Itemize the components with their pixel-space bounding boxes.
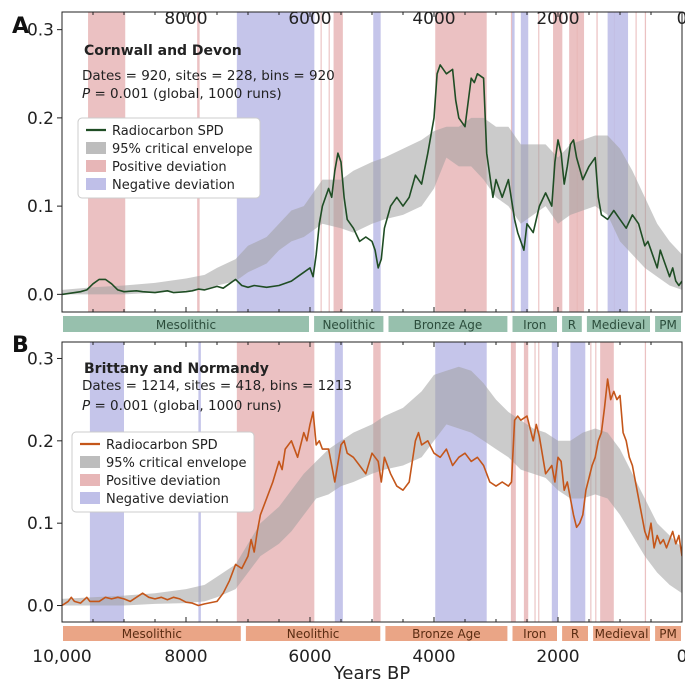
- period-label: Mesolithic: [122, 627, 182, 641]
- x-tick-label: 6000: [288, 647, 331, 667]
- y-tick-label: 0.0: [27, 597, 54, 617]
- period-bar: [562, 626, 588, 641]
- stats-line: Dates = 1214, sites = 418, bins = 1213: [82, 378, 352, 394]
- p-value-text: = 0.001 (global, 1000 runs): [90, 86, 281, 102]
- x-top-tick-label: 6000: [288, 9, 331, 29]
- period-bar: [314, 316, 384, 332]
- x-tick-label: 10,000: [32, 647, 91, 667]
- x-top-tick-label: 0: [677, 9, 685, 29]
- x-tick-label: 4000: [412, 647, 455, 667]
- period-label: PM: [659, 318, 677, 332]
- panel-letter: A: [12, 14, 29, 39]
- y-tick-label: 0.0: [27, 285, 54, 305]
- critical-envelope: [62, 117, 682, 295]
- panel-b: 0.0 0.1 0.2 0.3 Mesolithic Neolithic Bronze Ag…: [12, 333, 683, 641]
- legend-box: [71, 431, 255, 513]
- period-bar: [655, 316, 681, 332]
- period-bar: [63, 626, 241, 641]
- x-top-tick-label: 4000: [412, 9, 455, 29]
- positive-deviation-band: [511, 342, 516, 622]
- legend-label: Positive deviation: [112, 160, 227, 175]
- positive-deviation-band: [644, 12, 647, 312]
- period-bar: [655, 626, 681, 641]
- legend-swatch-envelope: [80, 456, 100, 468]
- period-bar: [512, 626, 557, 641]
- deviation-line: [328, 12, 330, 312]
- period-label: Iron: [523, 318, 546, 332]
- critical-envelope: [62, 366, 682, 606]
- period-label: Iron: [523, 627, 546, 641]
- period-label: Medieval: [595, 627, 649, 641]
- panel-title: Brittany and Normandy: [84, 361, 269, 377]
- period-label: Medieval: [592, 318, 646, 332]
- period-label: Neolithic: [322, 318, 375, 332]
- spd-line: [62, 64, 682, 296]
- legend-box: [77, 117, 261, 199]
- period-label: Bronze Age: [412, 627, 481, 641]
- period-label: Mesolithic: [156, 318, 216, 332]
- legend-label: 95% critical envelope: [112, 142, 252, 157]
- deviation-line: [538, 342, 540, 622]
- legend-label: 95% critical envelope: [106, 456, 246, 471]
- period-bar: [385, 626, 508, 641]
- p-value-text: = 0.001 (global, 1000 runs): [90, 398, 281, 414]
- positive-deviation-band: [333, 12, 343, 312]
- p-symbol: P: [82, 86, 91, 102]
- legend: Radiocarbon SPD 95% critical envelope Posi…: [71, 431, 255, 513]
- legend-label: Positive deviation: [106, 474, 221, 489]
- panel-title: Cornwall and Devon: [84, 43, 242, 59]
- p-value-line: P = 0.001 (global, 1000 runs): [82, 86, 282, 102]
- positive-deviation-band: [644, 342, 647, 622]
- x-tick-label: 0: [677, 647, 685, 667]
- stats-line: Dates = 920, sites = 228, bins = 920: [82, 68, 335, 84]
- deviation-line: [320, 12, 322, 312]
- panel-a: 0.0 0.1 0.2 0.3 Mesolithic Neolithic Bronze Ag…: [12, 11, 683, 332]
- legend-swatch-positive: [86, 160, 106, 172]
- period-bar: [512, 316, 557, 332]
- p-value-line: P = 0.001 (global, 1000 runs): [82, 398, 282, 414]
- x-top-tick-label: 2000: [536, 9, 579, 29]
- period-label: Bronze Age: [414, 318, 483, 332]
- x-tick-label: 2000: [536, 647, 579, 667]
- period-bar: [63, 316, 309, 332]
- y-tick-label: 0.2: [27, 432, 54, 452]
- period-bar: [388, 316, 508, 332]
- legend-swatch-negative: [86, 178, 106, 190]
- period-label: PM: [659, 627, 677, 641]
- legend-label: Radiocarbon SPD: [112, 124, 224, 139]
- legend-swatch-positive: [80, 474, 100, 486]
- y-tick-label: 0.3: [27, 349, 54, 369]
- deviation-line: [534, 342, 536, 622]
- period-label: Neolithic: [287, 627, 340, 641]
- period-bar: [562, 316, 582, 332]
- y-tick-label: 0.2: [27, 109, 54, 129]
- x-axis-title: Years BP: [333, 663, 411, 679]
- y-tick-label: 0.3: [27, 21, 54, 41]
- legend-label: Negative deviation: [106, 492, 229, 507]
- legend-label: Negative deviation: [112, 178, 235, 193]
- x-top-tick-label: 8000: [164, 9, 207, 29]
- y-tick-label: 0.1: [27, 197, 54, 217]
- plot-area: [62, 342, 682, 622]
- panel-letter: B: [12, 333, 29, 358]
- deviation-line: [635, 12, 637, 312]
- period-bar: [245, 626, 381, 641]
- x-tick-label: 8000: [164, 647, 207, 667]
- positive-deviation-band: [373, 342, 381, 622]
- legend: Radiocarbon SPD 95% critical envelope Posi…: [77, 117, 261, 199]
- legend-swatch-negative: [80, 492, 100, 504]
- legend-label: Radiocarbon SPD: [106, 438, 218, 453]
- positive-deviation-band: [523, 342, 529, 622]
- y-tick-label: 0.1: [27, 514, 54, 534]
- spd-line: [62, 378, 682, 607]
- period-bar: [586, 316, 650, 332]
- period-bar: [593, 626, 650, 641]
- legend-swatch-envelope: [86, 142, 106, 154]
- p-symbol: P: [82, 398, 91, 414]
- period-label: R: [568, 318, 576, 332]
- period-label: R: [571, 627, 579, 641]
